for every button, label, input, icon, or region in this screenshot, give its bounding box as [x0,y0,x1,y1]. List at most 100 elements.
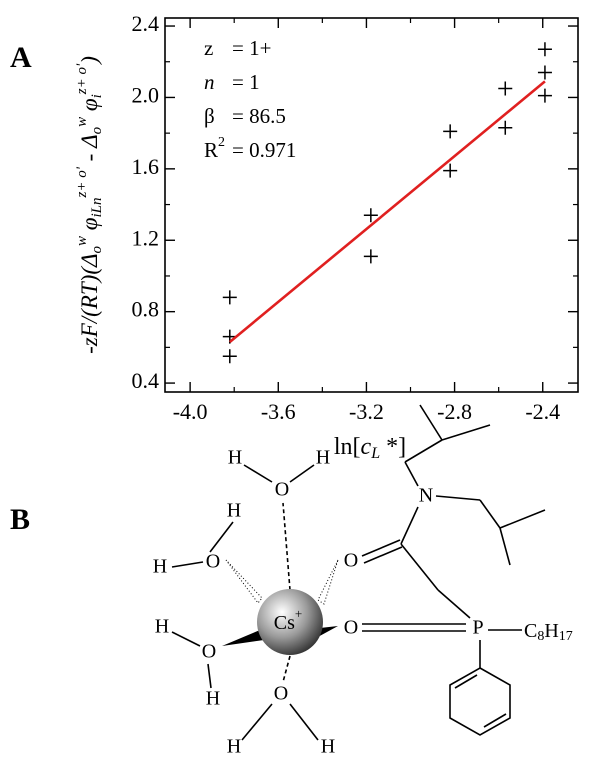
bond [400,543,439,591]
bond [207,663,212,689]
label-part: φ [77,217,102,236]
atom: O [275,479,289,501]
y-tick-label: 1.2 [132,225,160,250]
point [363,249,378,264]
bond [483,713,507,728]
bond [289,703,319,741]
annotation-text: = 0.971 [232,138,296,162]
label-part: iLn [89,197,105,217]
point [363,208,378,223]
annotation-symbol: n [204,70,215,94]
bond [404,439,443,463]
text: + [295,606,302,621]
point [222,290,237,305]
text: z [204,36,213,60]
point [443,124,458,139]
x-tick-label: -2.8 [437,399,472,424]
wedge-hash [225,559,263,604]
atom: P [472,617,483,639]
y-tick-label: 2.0 [132,82,160,107]
point [537,42,552,57]
phenyl-ring [449,667,511,736]
annotation-text: = 1 [232,70,260,94]
annotation-text: = 86.5 [232,104,286,128]
x-tick-label: -4.0 [173,399,208,424]
y-tick-label: 0.8 [132,297,160,322]
bond [419,404,443,441]
text: 2 [218,135,225,150]
atom: H [227,500,241,522]
x-axis-label: ln[cL *] [334,434,406,462]
bond [363,546,403,564]
chain-label: C8H17 [524,620,573,645]
wedge-hash [317,559,339,605]
bond [404,461,419,487]
atom: O [344,617,358,639]
bond [499,509,546,529]
bond [289,464,315,483]
y-axis-label: -zF/(RT)(Δow φiLnz+ o' - Δow φiz+ o') [74,56,105,354]
text: β [204,104,215,128]
atom: O [202,641,216,663]
label-part: i [89,94,105,98]
label-part: φ [77,98,102,117]
atom: O [206,551,220,573]
plot-frame [164,17,579,393]
bond [400,506,419,545]
x-tick-label: -2.4 [525,399,560,424]
text: n [204,70,215,94]
bond [282,502,291,591]
text: H [544,620,558,642]
fit-line [228,80,546,344]
bond [361,539,401,557]
atom: H [155,616,169,638]
bond [479,499,501,529]
label-part: -zF/(RT)(Δ [77,254,102,354]
point [443,163,458,178]
panel-label: B [10,503,30,536]
bond [435,495,481,501]
label-part: ) [77,56,102,66]
point [537,88,552,103]
bond [441,424,491,441]
label-part: c [361,434,372,460]
text: C [524,620,537,642]
label-part: - Δ [77,134,102,167]
annotation-symbol: z [204,36,213,60]
atom: H [316,447,330,469]
label-part: ln[ [334,434,361,460]
annotation-text: = 1+ [232,36,271,60]
x-tick-label: -3.2 [349,399,384,424]
bond [499,527,511,566]
point [498,81,513,96]
label-part: w [74,117,90,127]
y-tick-label: 0.4 [132,368,160,393]
label-part: w [74,236,90,246]
label-part: o [89,126,105,134]
bond [243,464,273,483]
label-part: *] [380,434,406,460]
bond [282,655,291,683]
atom: N [419,485,433,507]
label-part: z+ o' [74,63,90,95]
bond [241,703,273,741]
y-tick-label: 2.4 [132,11,160,36]
label-part: L [370,445,380,462]
text: Cs [274,612,295,634]
point [537,65,552,80]
atom: H [227,736,241,758]
point [222,349,237,364]
atom: H [321,736,335,758]
wedge-bold [222,630,264,646]
label-part: o [89,246,105,254]
annotation-symbol: R2 [204,135,225,162]
cs-sphere [257,589,323,655]
atom: H [228,447,242,469]
bond [171,631,201,647]
bond [454,674,478,689]
structure: H H O H O H H O H O H H O O N P Cs+ C8H1… [153,404,573,758]
atom: H [206,688,220,710]
cs-label: Cs+ [274,606,302,634]
y-tick-label: 1.6 [132,154,160,179]
